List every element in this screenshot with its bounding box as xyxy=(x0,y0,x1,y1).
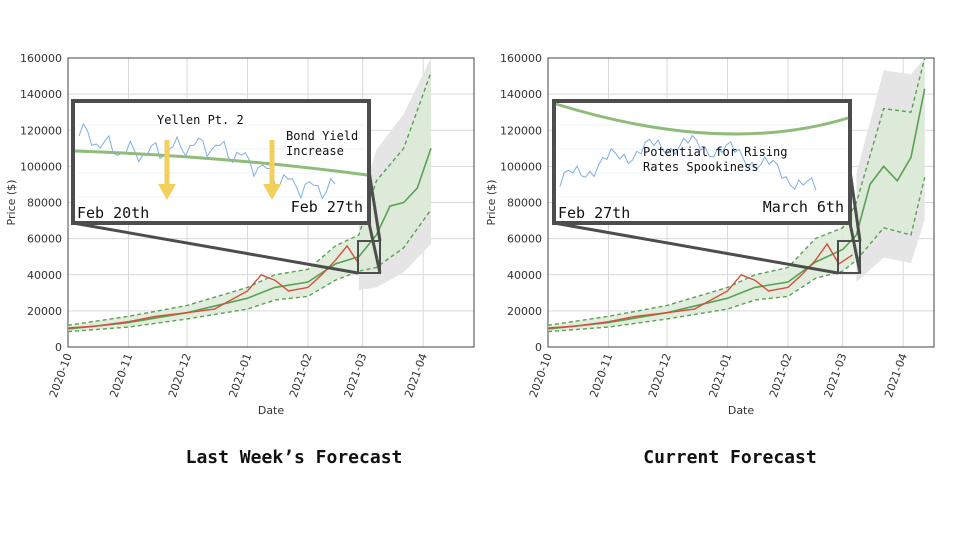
x-tick-label: 2021-01 xyxy=(226,352,254,400)
inset-start-label: Feb 20th xyxy=(77,204,149,222)
forecast-lower-line xyxy=(547,177,926,333)
x-axis-title: Date xyxy=(728,404,755,417)
actual-price-line xyxy=(67,244,360,329)
y-axis-title: Price ($) xyxy=(5,180,18,226)
y-tick-label: 0 xyxy=(535,341,542,354)
y-tick-label: 0 xyxy=(55,341,62,354)
right-chart-caption: Current Forecast xyxy=(643,447,817,468)
x-tick-label: 2021-04 xyxy=(402,352,430,400)
y-tick-label: 160000 xyxy=(20,52,62,65)
y-tick-label: 100000 xyxy=(20,160,62,173)
y-tick-label: 100000 xyxy=(500,160,542,173)
inset-panel xyxy=(552,99,852,225)
y-tick-label: 80000 xyxy=(507,197,542,210)
y-tick-label: 20000 xyxy=(27,305,62,318)
plot-frame xyxy=(547,57,935,348)
y-tick-label: 60000 xyxy=(507,233,542,246)
y-tick-label: 80000 xyxy=(27,197,62,210)
x-tick-label: 2020-11 xyxy=(587,352,615,400)
y-tick-label: 140000 xyxy=(20,88,62,101)
y-tick-label: 160000 xyxy=(500,52,542,65)
actual-price-line xyxy=(547,242,853,329)
inset-annotation-line: Potential for Rising xyxy=(643,145,788,159)
left-chart: 0 20000 40000 60000 80000 100000 120000 140000 1… xyxy=(5,52,475,417)
x-tick-label: 2020-11 xyxy=(107,352,135,400)
inset-start-label: Feb 27th xyxy=(558,204,630,222)
x-tick-label: 2021-03 xyxy=(342,352,370,400)
inset-forecast-curve xyxy=(74,149,368,177)
confidence-band xyxy=(68,72,431,332)
forecast-mean-line xyxy=(547,88,926,330)
zoom-connector xyxy=(367,222,382,274)
zoom-connector xyxy=(553,221,839,275)
zoom-region-box xyxy=(837,240,861,274)
down-arrow-head xyxy=(263,184,281,200)
x-axis-title: Date xyxy=(258,404,285,417)
y-tick-label: 40000 xyxy=(507,269,542,282)
zoom-region-box xyxy=(357,240,381,274)
inset-panel xyxy=(71,99,371,225)
forecast-upper-line xyxy=(67,72,432,326)
inset-annotation-line: Yellen Pt. 2 xyxy=(157,113,244,127)
y-tick-label: 120000 xyxy=(20,124,62,137)
inset-annotation-line: Bond Yield xyxy=(286,129,358,143)
forecast-upper-line xyxy=(547,57,926,326)
zoom-connector xyxy=(72,221,359,275)
x-tick-label: 2021-02 xyxy=(287,352,315,400)
inset-end-label: Feb 27th xyxy=(291,198,363,216)
x-tick-label: 2020-10 xyxy=(527,352,555,400)
zoom-connector xyxy=(848,222,862,274)
y-axis-title: Price ($) xyxy=(485,180,498,226)
inset-annotation-line: Rates Spookiness xyxy=(643,160,759,174)
inset-price-trace xyxy=(559,134,817,191)
x-tick-label: 2021-01 xyxy=(706,352,734,400)
y-tick-label: 20000 xyxy=(507,305,542,318)
y-tick-label: 120000 xyxy=(500,124,542,137)
x-tick-label: 2021-04 xyxy=(882,352,910,400)
inset-annotation: Bond Yield Increase xyxy=(286,129,358,158)
inset-forecast-curve xyxy=(555,102,849,136)
inset-annotation-line: Increase xyxy=(286,144,344,158)
x-tick-label: 2020-12 xyxy=(166,352,194,400)
down-arrow-head xyxy=(158,184,176,200)
x-tick-label: 2021-02 xyxy=(767,352,795,400)
x-tick-label: 2021-03 xyxy=(822,352,850,400)
forecast-lower-line xyxy=(67,209,432,333)
y-tick-label: 40000 xyxy=(27,269,62,282)
inset-end-label: March 6th xyxy=(763,198,844,216)
plot-frame xyxy=(67,57,475,348)
x-tick-label: 2020-12 xyxy=(646,352,674,400)
x-tick-label: 2020-10 xyxy=(47,352,75,400)
confidence-band xyxy=(548,58,925,332)
inset-annotation: Potential for Rising Rates Spookiness xyxy=(643,145,788,174)
y-tick-label: 60000 xyxy=(27,233,62,246)
left-chart-caption: Last Week’s Forecast xyxy=(185,447,403,468)
right-chart: 0 20000 40000 60000 80000 100000 120000 140000 1… xyxy=(485,52,935,417)
y-tick-label: 140000 xyxy=(500,88,542,101)
inset-annotation: Yellen Pt. 2 xyxy=(157,113,244,127)
